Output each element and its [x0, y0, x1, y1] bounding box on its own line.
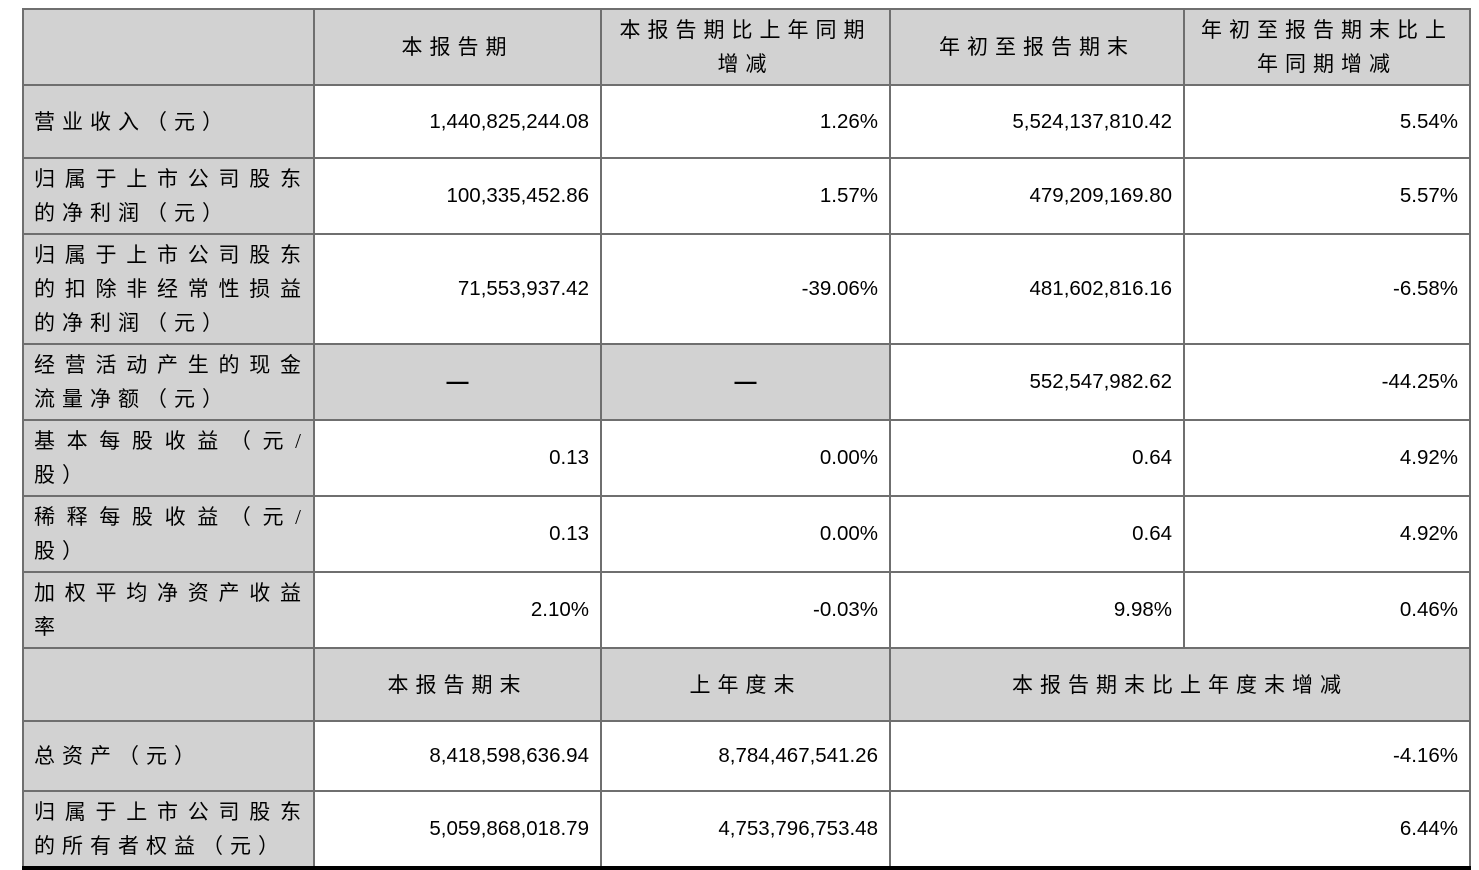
header-blank-cell: [22, 8, 315, 86]
table-row-operating-revenue: 营业收入（元） 1,440,825,244.08 1.26% 5,524,137…: [22, 84, 1471, 159]
value-current-period: 1,440,825,244.08: [313, 84, 602, 159]
value-ytd: 479,209,169.80: [889, 157, 1185, 235]
value-current-period-yoy: 1.57%: [600, 157, 891, 235]
row-label: 归属于上市公司股东的扣除非经常性损益的净利润（元）: [22, 233, 315, 345]
value-ytd-yoy: 0.46%: [1183, 571, 1471, 649]
financial-summary-table: 本报告期 本报告期比上年同期增减 年初至报告期末 年初至报告期末比上年同期增减 …: [22, 8, 1471, 870]
value-ytd: 0.64: [889, 495, 1185, 573]
header-ytd: 年初至报告期末: [889, 8, 1185, 86]
value-end-of-period: 5,059,868,018.79: [313, 790, 602, 869]
value-change: 6.44%: [889, 790, 1471, 869]
value-ytd-yoy: -6.58%: [1183, 233, 1471, 345]
row-label: 总资产（元）: [22, 720, 315, 792]
value-current-period: 100,335,452.86: [313, 157, 602, 235]
row-label: 稀释每股收益（元/股）: [22, 495, 315, 573]
header-blank-cell: [22, 647, 315, 722]
value-current-period-yoy: 0.00%: [600, 495, 891, 573]
value-end-of-prior-year: 8,784,467,541.26: [600, 720, 891, 792]
value-current-period: 0.13: [313, 495, 602, 573]
header-current-period: 本报告期: [313, 8, 602, 86]
value-change: -4.16%: [889, 720, 1471, 792]
header-ytd-yoy: 年初至报告期末比上年同期增减: [1183, 8, 1471, 86]
value-ytd-yoy: 5.54%: [1183, 84, 1471, 159]
value-end-of-period: 8,418,598,636.94: [313, 720, 602, 792]
table-row-weighted-avg-roe: 加权平均净资产收益率 2.10% -0.03% 9.98% 0.46%: [22, 571, 1471, 649]
value-current-period-yoy-dash: —: [600, 343, 891, 421]
value-ytd: 5,524,137,810.42: [889, 84, 1185, 159]
value-current-period-yoy: 1.26%: [600, 84, 891, 159]
row-label: 加权平均净资产收益率: [22, 571, 315, 649]
value-ytd-yoy: -44.25%: [1183, 343, 1471, 421]
header-end-of-prior-year: 上年度末: [600, 647, 891, 722]
value-current-period-yoy: -39.06%: [600, 233, 891, 345]
value-ytd: 9.98%: [889, 571, 1185, 649]
row-label: 归属于上市公司股东的净利润（元）: [22, 157, 315, 235]
table-row-operating-cash-flow: 经营活动产生的现金流量净额（元） — — 552,547,982.62 -44.…: [22, 343, 1471, 421]
row-label: 经营活动产生的现金流量净额（元）: [22, 343, 315, 421]
value-ytd-yoy: 4.92%: [1183, 419, 1471, 497]
value-current-period: 2.10%: [313, 571, 602, 649]
table-row-total-assets: 总资产（元） 8,418,598,636.94 8,784,467,541.26…: [22, 720, 1471, 792]
table-row-basic-eps: 基本每股收益（元/股） 0.13 0.00% 0.64 4.92%: [22, 419, 1471, 497]
value-current-period-dash: —: [313, 343, 602, 421]
row-label: 基本每股收益（元/股）: [22, 419, 315, 497]
value-current-period-yoy: 0.00%: [600, 419, 891, 497]
value-ytd: 0.64: [889, 419, 1185, 497]
header-end-of-period: 本报告期末: [313, 647, 602, 722]
value-ytd-yoy: 5.57%: [1183, 157, 1471, 235]
header-period-vs-prior-year: 本报告期末比上年度末增减: [889, 647, 1471, 722]
table-row-equity-attributable-to-shareholders: 归属于上市公司股东的所有者权益（元） 5,059,868,018.79 4,75…: [22, 790, 1471, 869]
header-current-period-yoy: 本报告期比上年同期增减: [600, 8, 891, 86]
section1-header-row: 本报告期 本报告期比上年同期增减 年初至报告期末 年初至报告期末比上年同期增减: [22, 8, 1471, 86]
value-ytd: 552,547,982.62: [889, 343, 1185, 421]
row-label: 营业收入（元）: [22, 84, 315, 159]
value-current-period: 0.13: [313, 419, 602, 497]
value-current-period: 71,553,937.42: [313, 233, 602, 345]
section2-header-row: 本报告期末 上年度末 本报告期末比上年度末增减: [22, 647, 1471, 722]
value-ytd: 481,602,816.16: [889, 233, 1185, 345]
row-label: 归属于上市公司股东的所有者权益（元）: [22, 790, 315, 869]
value-ytd-yoy: 4.92%: [1183, 495, 1471, 573]
value-current-period-yoy: -0.03%: [600, 571, 891, 649]
table-row-net-profit: 归属于上市公司股东的净利润（元） 100,335,452.86 1.57% 47…: [22, 157, 1471, 235]
value-end-of-prior-year: 4,753,796,753.48: [600, 790, 891, 869]
table-row-diluted-eps: 稀释每股收益（元/股） 0.13 0.00% 0.64 4.92%: [22, 495, 1471, 573]
table-row-net-profit-excl-nonrecurring: 归属于上市公司股东的扣除非经常性损益的净利润（元） 71,553,937.42 …: [22, 233, 1471, 345]
